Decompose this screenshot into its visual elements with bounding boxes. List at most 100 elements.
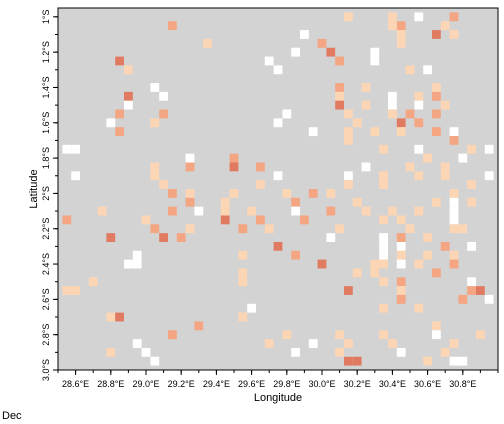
heatmap-cell bbox=[159, 109, 168, 119]
heatmap-cell bbox=[379, 215, 388, 225]
heatmap-cell bbox=[335, 330, 344, 340]
heatmap-cell bbox=[168, 330, 177, 340]
heatmap-cell bbox=[71, 286, 80, 295]
heatmap-cell bbox=[396, 294, 406, 304]
plot-frame bbox=[57, 7, 499, 371]
heatmap-cell bbox=[458, 294, 468, 304]
heatmap-cell bbox=[379, 259, 388, 269]
heatmap-cell bbox=[159, 91, 168, 101]
heatmap-cell bbox=[432, 330, 441, 340]
heatmap-cell bbox=[300, 30, 309, 39]
x-tick-label: 30.4°E bbox=[379, 379, 406, 389]
heatmap-cell bbox=[449, 259, 459, 269]
heatmap-cell bbox=[344, 171, 353, 181]
x-tick-label: 29.0°E bbox=[132, 379, 159, 389]
heatmap-cell bbox=[344, 180, 353, 189]
x-tick-label: 30.0°E bbox=[308, 379, 335, 389]
x-tick-label: 30.6°E bbox=[414, 379, 441, 389]
heatmap-cell bbox=[264, 224, 274, 234]
heatmap-cell bbox=[370, 127, 380, 137]
y-tick-label: 1.2°S bbox=[41, 41, 51, 63]
heatmap-cell bbox=[238, 312, 248, 322]
heatmap-cell bbox=[449, 197, 459, 207]
heatmap-cell bbox=[141, 215, 151, 225]
heatmap-cell bbox=[370, 259, 380, 269]
heatmap-cell bbox=[440, 347, 450, 357]
heatmap-cell bbox=[449, 30, 459, 39]
y-tick-label: 1.6°S bbox=[41, 112, 51, 134]
heatmap-cell bbox=[344, 109, 353, 119]
heatmap-cell bbox=[168, 189, 177, 198]
heatmap-cell bbox=[484, 171, 494, 181]
heatmap-cell bbox=[150, 162, 160, 172]
heatmap-cell bbox=[344, 12, 353, 22]
heatmap-cell bbox=[440, 241, 450, 251]
heatmap-cell bbox=[106, 233, 116, 242]
heatmap-cell bbox=[388, 339, 397, 348]
heatmap-cell bbox=[132, 259, 142, 269]
heatmap-cell bbox=[317, 259, 327, 269]
heatmap-cell bbox=[423, 356, 432, 366]
heatmap-cell bbox=[396, 241, 406, 251]
heatmap-cell bbox=[449, 356, 459, 366]
heatmap-cell bbox=[264, 56, 274, 66]
heatmap-cell bbox=[423, 65, 432, 75]
heatmap-cell bbox=[370, 268, 380, 278]
heatmap-cell bbox=[194, 321, 204, 331]
heatmap-cell bbox=[467, 241, 476, 251]
heatmap-cell bbox=[414, 303, 424, 313]
heatmap-cell bbox=[361, 206, 371, 216]
x-tick-label: 28.6°E bbox=[62, 379, 89, 389]
heatmap-cell bbox=[185, 189, 195, 198]
heatmap-cell bbox=[291, 197, 300, 207]
heatmap-cell bbox=[361, 100, 371, 110]
heatmap-cell bbox=[124, 100, 133, 110]
heatmap-cell bbox=[388, 100, 397, 110]
heatmap-cell bbox=[344, 286, 353, 295]
heatmap-cell bbox=[291, 206, 300, 216]
heatmap-cell bbox=[326, 189, 336, 198]
heatmap-cell bbox=[405, 224, 415, 234]
heatmap-cell bbox=[308, 189, 318, 198]
heatmap-cell bbox=[220, 197, 230, 207]
heatmap-cell bbox=[273, 171, 283, 181]
heatmap-cell bbox=[168, 206, 177, 216]
heatmap-cell bbox=[282, 109, 292, 119]
heatmap-cell bbox=[291, 347, 300, 357]
heatmap-cell bbox=[352, 118, 362, 128]
heatmap-cell bbox=[432, 197, 441, 207]
heatmap-cell bbox=[71, 144, 80, 154]
heatmap-cells bbox=[62, 12, 494, 366]
heatmap-cell bbox=[335, 100, 344, 110]
y-tick-label: 1°S bbox=[41, 10, 51, 25]
heatmap-cell bbox=[423, 233, 432, 242]
heatmap-cell bbox=[256, 180, 265, 189]
x-tick-label: 29.2°E bbox=[168, 379, 195, 389]
heatmap-cell bbox=[361, 83, 371, 92]
heatmap-cell bbox=[150, 224, 160, 234]
heatmap-cell bbox=[150, 83, 160, 92]
heatmap-cell bbox=[370, 47, 380, 57]
heatmap-cell bbox=[159, 180, 168, 189]
heatmap-cell bbox=[317, 38, 327, 48]
heatmap-cell bbox=[220, 206, 230, 216]
heatmap-cell bbox=[432, 91, 441, 101]
heatmap-cell bbox=[194, 206, 204, 216]
x-tick-label: 28.8°E bbox=[97, 379, 124, 389]
heatmap-cell bbox=[115, 56, 124, 66]
heatmap-cell bbox=[273, 241, 283, 251]
heatmap-cell bbox=[440, 100, 450, 110]
heatmap-cell bbox=[185, 197, 195, 207]
heatmap-cell bbox=[335, 224, 344, 234]
y-axis-label: Latitude bbox=[28, 169, 40, 208]
heatmap-cell bbox=[458, 356, 468, 366]
y-tick-label: 2.6°S bbox=[41, 288, 51, 310]
heatmap-cell bbox=[467, 286, 476, 295]
heatmap-cell bbox=[414, 118, 424, 128]
heatmap-cell bbox=[414, 259, 424, 269]
heatmap-cell bbox=[238, 224, 248, 234]
heatmap-cell bbox=[449, 339, 459, 348]
heatmap-cell bbox=[432, 321, 441, 331]
heatmap-cell bbox=[238, 268, 248, 278]
heatmap-cell bbox=[423, 250, 432, 260]
